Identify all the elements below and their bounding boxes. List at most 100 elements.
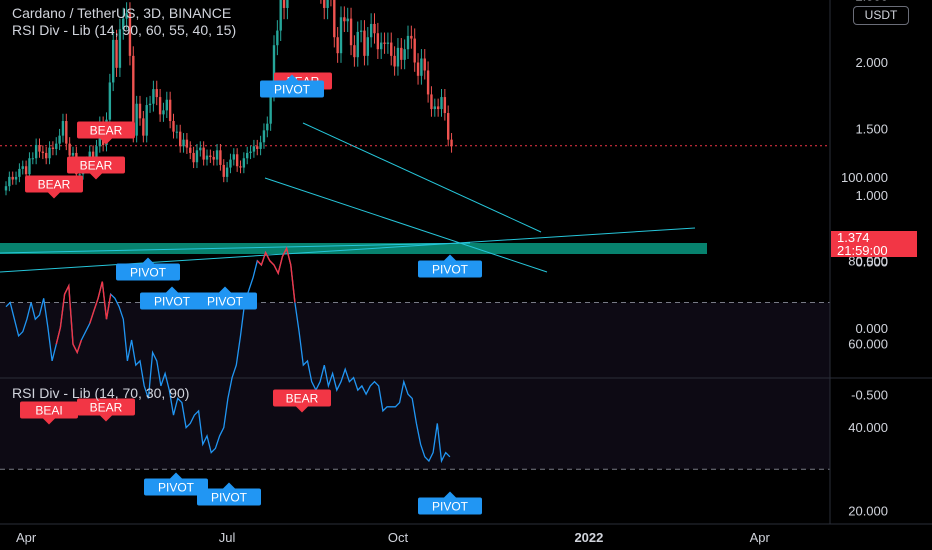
candle[interactable] (138, 103, 142, 119)
candle[interactable] (436, 106, 440, 110)
candle[interactable] (175, 131, 179, 133)
candle[interactable] (192, 152, 195, 163)
pivot-label[interactable]: PIVOT (193, 286, 257, 310)
candle[interactable] (209, 155, 212, 157)
candle[interactable] (353, 45, 356, 58)
candle[interactable] (8, 176, 11, 187)
candle[interactable] (339, 17, 343, 54)
candle[interactable] (447, 113, 450, 140)
candle[interactable] (326, 0, 329, 8)
candle[interactable] (162, 110, 165, 115)
candle[interactable] (108, 82, 112, 120)
candle[interactable] (343, 17, 346, 22)
candle[interactable] (185, 139, 189, 148)
candle[interactable] (390, 42, 393, 56)
candle[interactable] (262, 130, 266, 143)
candle[interactable] (430, 94, 433, 110)
candle[interactable] (256, 146, 259, 149)
candle[interactable] (182, 139, 185, 147)
candle[interactable] (34, 144, 38, 159)
candle[interactable] (189, 147, 192, 153)
candle[interactable] (413, 38, 416, 63)
candle[interactable] (386, 42, 390, 44)
candle[interactable] (359, 30, 363, 32)
candle[interactable] (51, 147, 55, 149)
candle[interactable] (128, 13, 132, 56)
candle[interactable] (373, 23, 376, 34)
candle[interactable] (142, 118, 145, 136)
trend-line[interactable] (0, 227, 696, 273)
candle[interactable] (112, 39, 115, 83)
candle[interactable] (336, 37, 339, 54)
pivot-label[interactable]: PIVOT (140, 286, 204, 310)
candle[interactable] (55, 143, 58, 149)
pivot-label[interactable]: PIVOT (260, 74, 324, 98)
candle[interactable] (246, 152, 249, 159)
candle[interactable] (122, 18, 125, 30)
candle[interactable] (58, 135, 61, 144)
candle[interactable] (4, 186, 8, 191)
candle[interactable] (125, 13, 128, 19)
bear-label[interactable]: BEAR (77, 121, 135, 145)
candle[interactable] (172, 121, 175, 132)
pivot-label[interactable]: PIVOT (418, 254, 482, 278)
candle[interactable] (38, 144, 41, 152)
candle[interactable] (11, 176, 14, 180)
candle[interactable] (168, 99, 172, 122)
candle[interactable] (18, 168, 21, 177)
bear-label[interactable]: BEAR (77, 398, 135, 422)
candle[interactable] (205, 155, 209, 160)
candle[interactable] (420, 58, 423, 76)
candle[interactable] (426, 70, 430, 95)
candle[interactable] (450, 139, 453, 147)
candle[interactable] (199, 147, 202, 151)
candle[interactable] (242, 158, 246, 168)
candle[interactable] (158, 97, 162, 115)
candle[interactable] (148, 103, 152, 106)
candle[interactable] (410, 35, 413, 39)
candle[interactable] (363, 30, 366, 56)
trend-line[interactable] (302, 122, 542, 233)
candle[interactable] (91, 151, 95, 157)
candle[interactable] (71, 152, 75, 156)
candle[interactable] (286, 0, 289, 8)
candle[interactable] (118, 29, 122, 68)
candle[interactable] (202, 147, 205, 160)
candle[interactable] (323, 0, 326, 8)
pivot-label[interactable]: PIVOT (116, 257, 180, 281)
candle[interactable] (68, 143, 71, 156)
candle[interactable] (272, 45, 276, 94)
candle[interactable] (14, 176, 18, 180)
candle[interactable] (400, 47, 403, 60)
candle[interactable] (249, 151, 252, 153)
candle[interactable] (132, 55, 135, 136)
candle[interactable] (403, 49, 406, 60)
candle[interactable] (239, 166, 242, 168)
rsi-pane-title[interactable]: RSI Div - Lib (14, 70, 30, 90) (12, 385, 190, 401)
candle[interactable] (376, 33, 380, 50)
candle[interactable] (31, 158, 34, 160)
candle[interactable] (443, 97, 447, 114)
indicator-title[interactable]: RSI Div - Lib (14, 90, 60, 55, 40, 15) (12, 22, 237, 38)
bear-label[interactable]: BEAI (20, 401, 78, 425)
candle[interactable] (346, 18, 349, 22)
symbol-title[interactable]: Cardano / TetherUS, 3D, BINANCE (12, 5, 232, 21)
candle[interactable] (383, 42, 386, 44)
candle[interactable] (95, 146, 98, 157)
bear-label[interactable]: BEAR (273, 389, 331, 413)
candle[interactable] (21, 166, 24, 169)
candle[interactable] (349, 18, 353, 46)
pivot-label[interactable]: PIVOT (197, 482, 261, 506)
candle[interactable] (416, 62, 420, 76)
candle[interactable] (135, 103, 138, 136)
candle[interactable] (115, 39, 118, 68)
candle[interactable] (212, 156, 215, 160)
candle[interactable] (48, 147, 51, 159)
candle[interactable] (259, 142, 262, 149)
candle[interactable] (45, 152, 48, 159)
bear-label[interactable]: BEAR (25, 175, 83, 199)
candle[interactable] (369, 23, 373, 38)
candle[interactable] (433, 106, 436, 110)
candle[interactable] (215, 150, 219, 160)
candle[interactable] (440, 97, 443, 110)
